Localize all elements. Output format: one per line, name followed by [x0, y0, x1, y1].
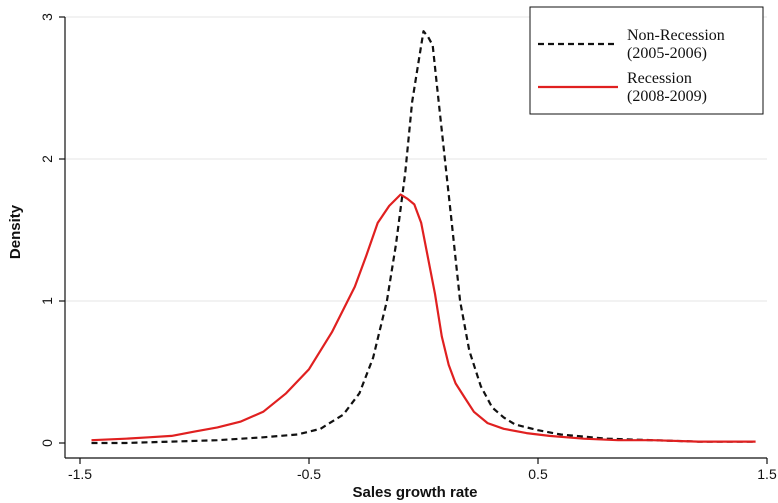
- legend-label-recession-line1: Recession: [627, 70, 692, 87]
- x-tick-label--1.5: -1.5: [68, 466, 92, 482]
- x-tick-label-1.5: 1.5: [757, 466, 777, 482]
- legend-box: [529, 6, 764, 115]
- legend-label-recession-line2: (2008-2009): [627, 88, 707, 105]
- x-axis-title: Sales growth rate: [352, 484, 477, 501]
- series-lines: [91, 30, 756, 445]
- legend-label-non-recession-line2: (2005-2006): [627, 45, 707, 62]
- series-line-non-recession: [91, 30, 756, 445]
- y-tick-label-0: 0: [39, 439, 55, 447]
- x-tick-label-0.5: 0.5: [528, 466, 548, 482]
- series-line-recession: [91, 193, 756, 443]
- y-tick-label-3: 3: [39, 13, 55, 21]
- y-axis-title: Density: [7, 204, 24, 259]
- x-tick-label--0.5: -0.5: [297, 466, 321, 482]
- axes: 0 1 2 3 -1.5 -0.5 0.5 1.5: [39, 13, 777, 482]
- y-tick-label-1: 1: [39, 297, 55, 305]
- legend: Non-Recession (2005-2006) Recession (200…: [529, 6, 764, 115]
- legend-label-non-recession-line1: Non-Recession: [627, 27, 725, 44]
- y-tick-label-2: 2: [39, 155, 55, 163]
